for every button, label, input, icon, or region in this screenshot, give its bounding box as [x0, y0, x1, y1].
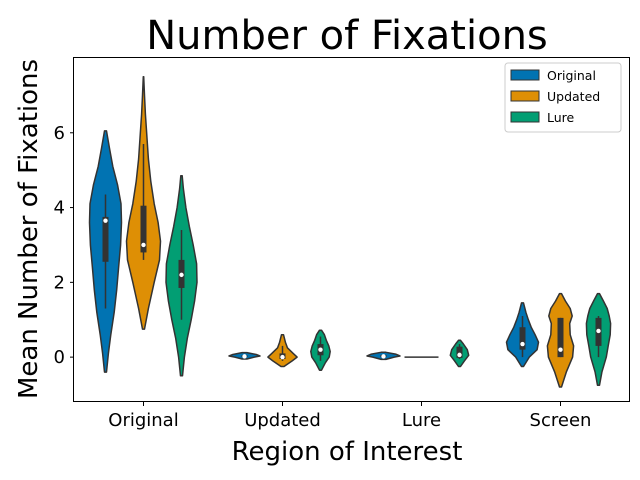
violin-lure-updated-median — [318, 347, 323, 352]
x-tick-label-updated: Updated — [244, 410, 321, 431]
violin-lure-lure-median — [457, 352, 462, 358]
violin-original-updated-median — [242, 354, 247, 359]
legend-label-updated: Updated — [547, 89, 600, 104]
x-axis-label: Region of Interest — [232, 437, 463, 467]
violin-lure-lure-iqr-box — [456, 346, 463, 358]
legend-swatch-updated — [510, 90, 540, 102]
y-tick-label-2: 2 — [54, 272, 65, 293]
violin-lure-screen-median — [596, 328, 601, 334]
plot-frame — [73, 57, 630, 402]
x-tick-label-screen: Screen — [530, 410, 592, 431]
violin-original-screen-median — [520, 341, 525, 347]
violin-updated-original-iqr-box — [140, 205, 147, 253]
violin-updated-screen-iqr-box — [557, 317, 564, 358]
violin-lure-original-median — [179, 272, 184, 278]
x-tick-label-original: Original — [108, 410, 178, 431]
legend-swatch-original — [510, 69, 540, 81]
legend-swatch-lure — [510, 111, 540, 123]
y-tick-label-0: 0 — [54, 347, 65, 368]
legend-label-lure: Lure — [547, 110, 575, 125]
legend: Original Updated Lure — [504, 62, 622, 133]
violin-original-screen-iqr-box — [519, 327, 526, 350]
plot-area — [88, 75, 612, 388]
x-axis: Original Updated Lure Screen — [108, 402, 591, 431]
y-axis-label: Mean Number of Fixations — [14, 59, 44, 399]
x-tick-label-lure: Lure — [402, 410, 441, 431]
chart-title: Number of Fixations — [146, 13, 548, 59]
violin-updated-original-median — [141, 242, 146, 248]
y-axis: 0 2 4 6 — [54, 123, 74, 368]
violin-original-original-iqr-box — [102, 216, 109, 262]
violin-original-lure-median — [381, 354, 386, 359]
legend-label-original: Original — [547, 68, 596, 83]
violin-original-original-median — [103, 218, 108, 223]
y-tick-label-4: 4 — [54, 198, 65, 219]
violin-updated-screen-median — [558, 347, 563, 352]
y-tick-label-6: 6 — [54, 123, 65, 144]
violin-updated-updated-median — [280, 354, 285, 360]
